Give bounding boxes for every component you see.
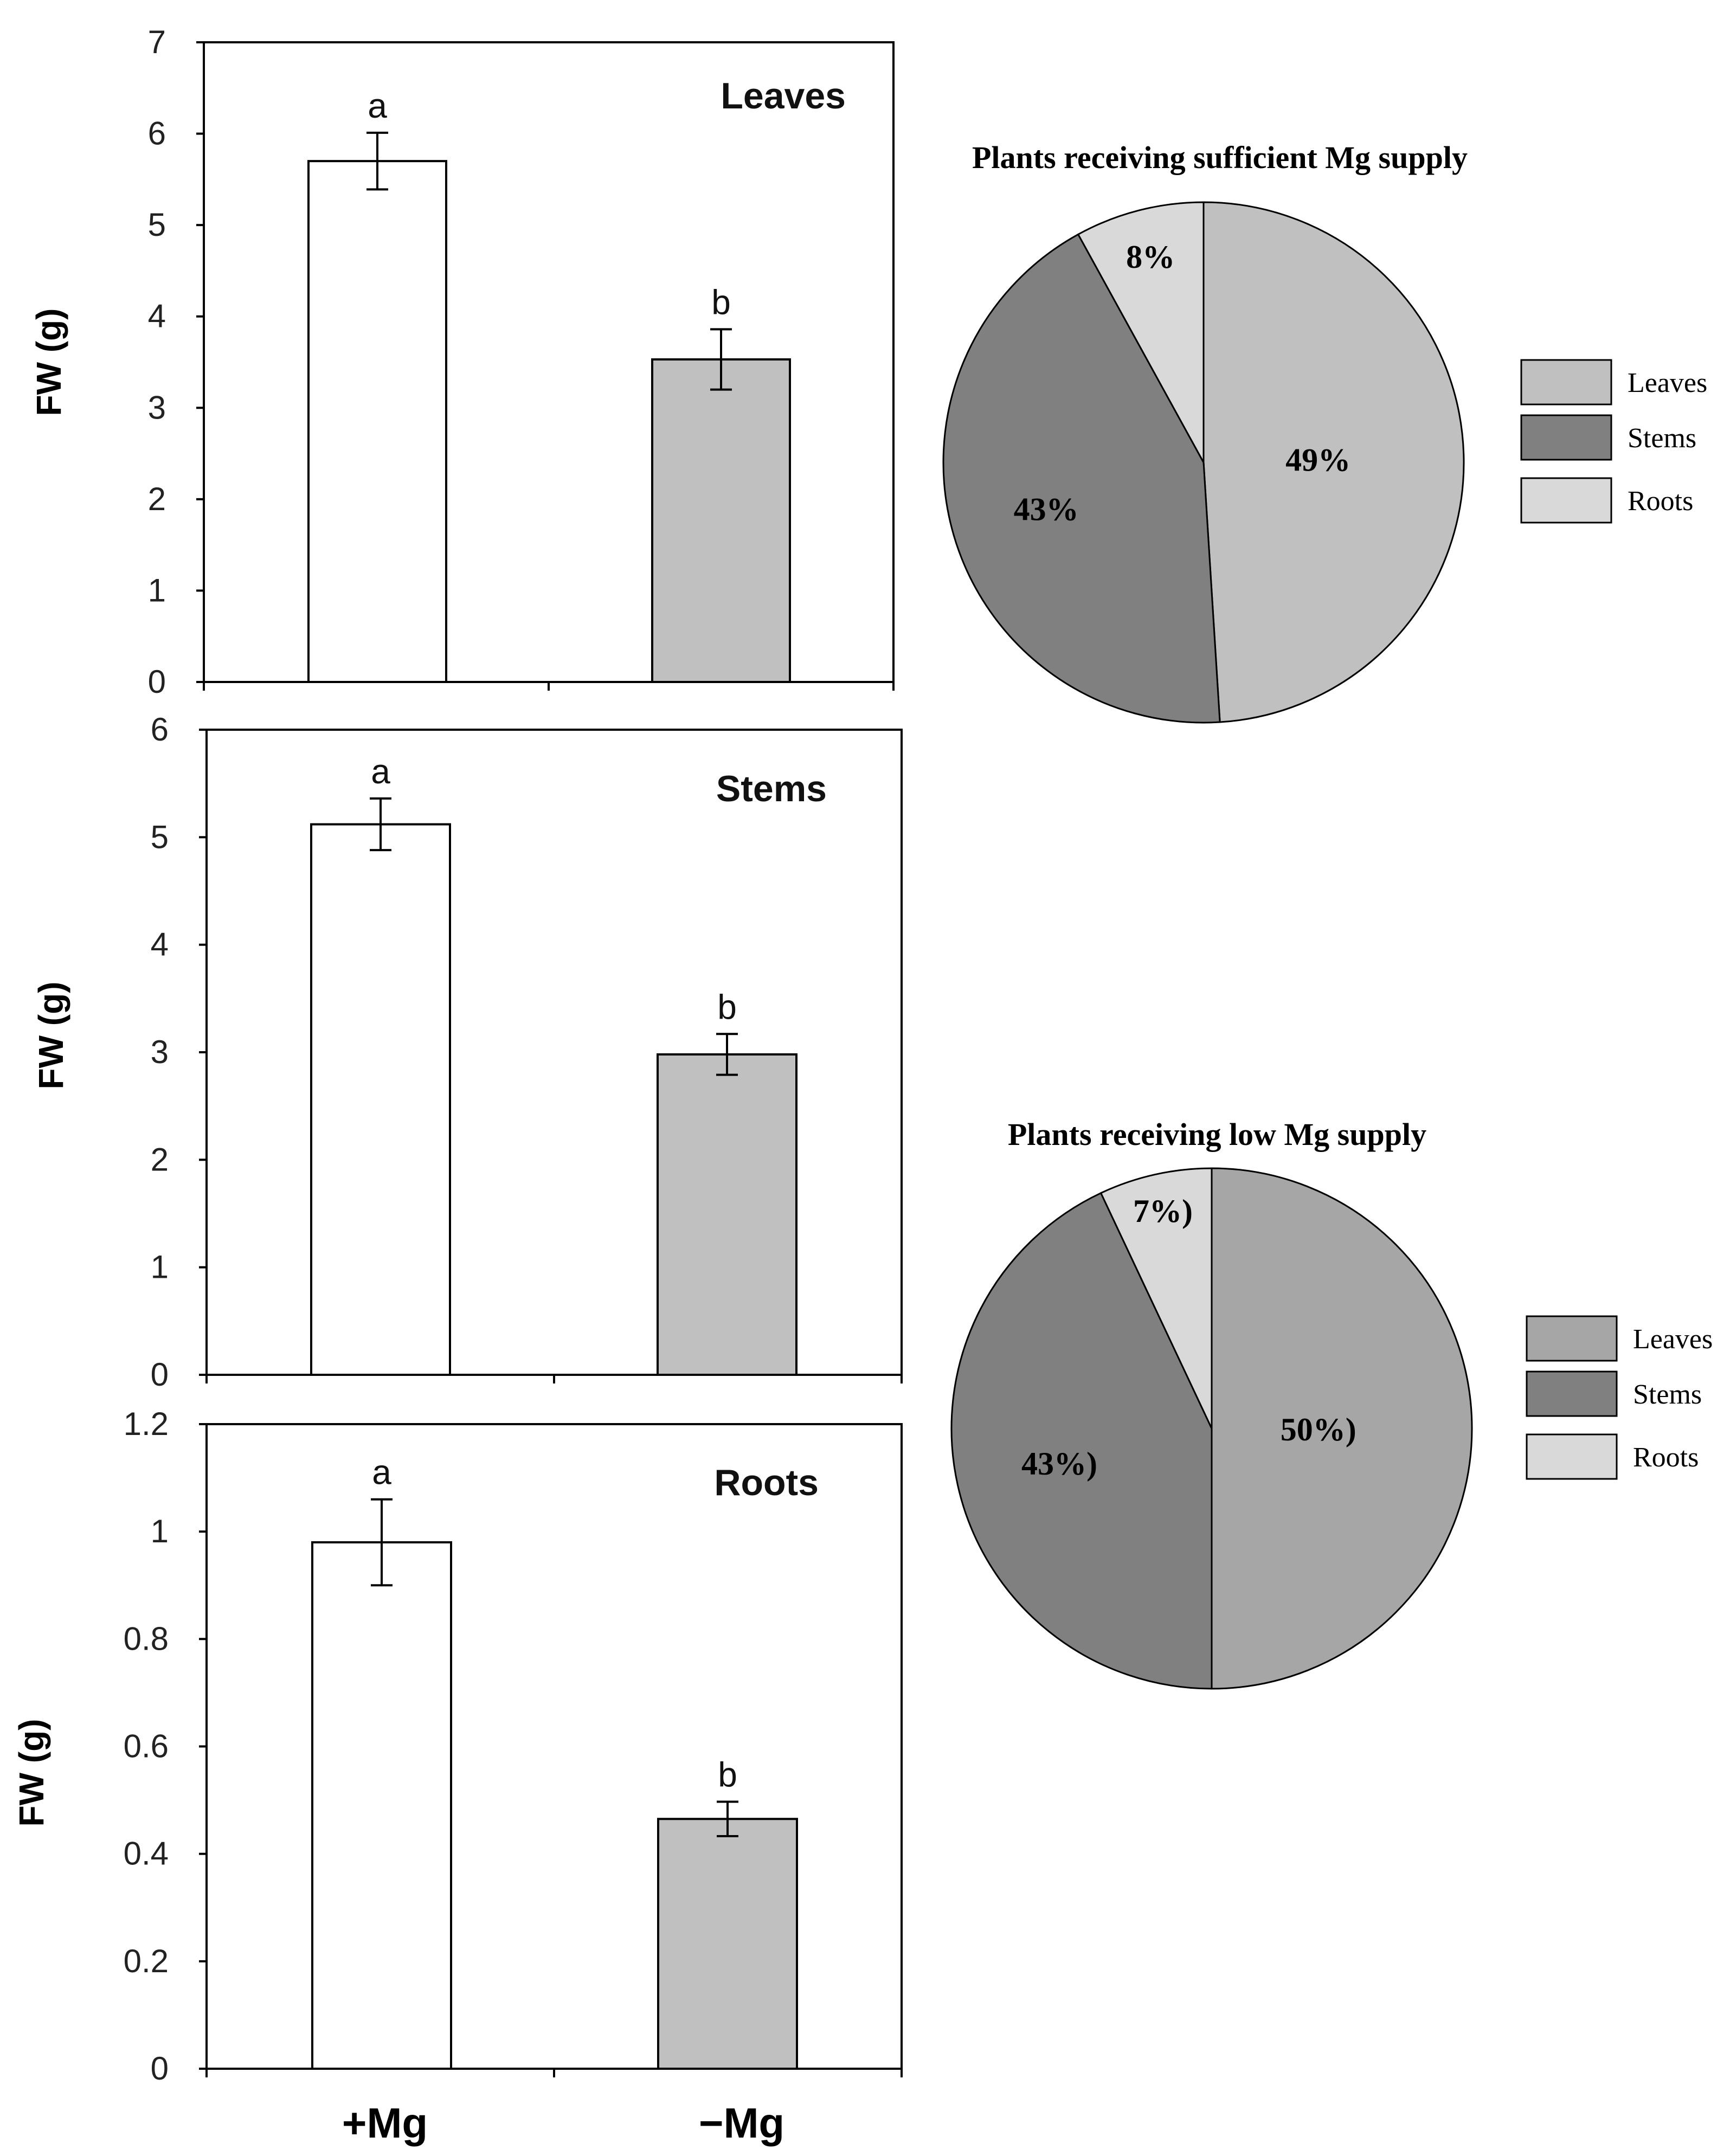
bar bbox=[651, 358, 791, 683]
panel-title: Roots bbox=[714, 1462, 819, 1503]
y-tick-label: 4 bbox=[151, 926, 169, 963]
pie-slice bbox=[1077, 201, 1205, 463]
y-tick-label: 0.6 bbox=[124, 1728, 169, 1765]
bar bbox=[307, 160, 447, 683]
bars: ab bbox=[310, 752, 798, 1376]
y-tick-label: 3 bbox=[151, 1034, 169, 1070]
panel-title: Stems bbox=[716, 768, 827, 809]
pie-legend: Leaves Stems Roots bbox=[1526, 1315, 1713, 1480]
legend-swatch bbox=[1520, 414, 1612, 461]
pie-legend: Leaves Stems Roots bbox=[1520, 359, 1707, 524]
pie-slice bbox=[1099, 1167, 1213, 1429]
y-tick-label: 0.2 bbox=[124, 1943, 169, 1979]
significance-letter: a bbox=[368, 86, 387, 125]
pie-chart-sufficient-mg: Plants receiving sufficient Mg supply 49… bbox=[942, 140, 1707, 724]
y-ticks: 0 1 2 3 4 5 6 bbox=[151, 711, 903, 1393]
y-tick-label: 5 bbox=[151, 819, 169, 855]
pie-chart-low-mg: Plants receiving low Mg supply 50%) 43%) 7… bbox=[950, 1117, 1713, 1690]
y-tick-label: 2 bbox=[148, 481, 166, 517]
pie-slice bbox=[1211, 1167, 1473, 1690]
bars: ab bbox=[311, 1453, 798, 2070]
bar bbox=[310, 823, 451, 1376]
slice-label: 50%) bbox=[1281, 1412, 1356, 1447]
significance-letter: b bbox=[717, 987, 737, 1026]
legend-swatch bbox=[1520, 359, 1612, 406]
y-tick-label: 5 bbox=[148, 207, 166, 243]
y-ticks: 0 1 2 3 4 5 6 7 bbox=[148, 24, 895, 700]
pie-slices: 49% 43% 8% bbox=[942, 201, 1465, 724]
legend-swatch bbox=[1526, 1370, 1618, 1417]
y-ticks: 0 0.2 0.4 0.6 0.8 1 1.2 bbox=[124, 1406, 903, 2087]
y-tick-label: 1 bbox=[148, 572, 166, 608]
slice-label: 8% bbox=[1126, 239, 1175, 275]
significance-letter: a bbox=[371, 752, 390, 791]
y-tick-label: 1 bbox=[151, 1249, 169, 1285]
legend-label: Leaves bbox=[1633, 1324, 1713, 1355]
significance-letter: b bbox=[718, 1755, 737, 1794]
y-tick-label: 1 bbox=[151, 1513, 169, 1549]
y-tick-label: 7 bbox=[148, 24, 166, 60]
bar bbox=[311, 1541, 452, 2070]
bars: ab bbox=[307, 86, 791, 683]
bar bbox=[657, 1053, 798, 1376]
y-tick-label: 3 bbox=[148, 389, 166, 426]
y-tick-label: 0 bbox=[151, 2050, 169, 2087]
slice-label: 49% bbox=[1285, 442, 1350, 478]
pie-slices: 50%) 43%) 7%) bbox=[950, 1167, 1473, 1690]
legend-swatch bbox=[1520, 477, 1612, 524]
slice-label: 43%) bbox=[1021, 1446, 1097, 1482]
legend-swatch bbox=[1526, 1315, 1618, 1362]
significance-letter: b bbox=[711, 282, 731, 321]
y-axis-label: FW (g) bbox=[31, 982, 70, 1090]
y-tick-label: 6 bbox=[148, 115, 166, 152]
legend-label: Leaves bbox=[1628, 368, 1707, 398]
y-tick-label: 0.4 bbox=[124, 1836, 169, 1872]
y-tick-label: 0.8 bbox=[124, 1620, 169, 1657]
y-tick-label: 0 bbox=[148, 664, 166, 700]
x-tick-label-plus-mg: +Mg bbox=[342, 2099, 428, 2147]
y-tick-label: 6 bbox=[151, 711, 169, 748]
y-tick-label: 1.2 bbox=[124, 1406, 169, 1442]
pie-slice bbox=[942, 233, 1221, 724]
slice-label: 43% bbox=[1014, 491, 1079, 527]
x-tick-label-minus-mg: −Mg bbox=[699, 2099, 784, 2147]
legend-swatch bbox=[1526, 1433, 1618, 1480]
y-tick-label: 2 bbox=[151, 1141, 169, 1177]
y-tick-label: 0 bbox=[151, 1356, 169, 1393]
y-tick-label: 4 bbox=[148, 298, 166, 334]
significance-letter: a bbox=[372, 1453, 391, 1492]
y-axis-label: FW (g) bbox=[12, 1719, 51, 1827]
y-axis-label: FW (g) bbox=[29, 308, 68, 416]
roots-bar-chart: 00.20.40.60.811.2 ab Roots FW (g) +Mg −M… bbox=[12, 1406, 903, 2147]
pie-slice bbox=[950, 1192, 1213, 1690]
slice-label: 7%) bbox=[1133, 1193, 1193, 1229]
pie-title: Plants receiving sufficient Mg supply bbox=[972, 140, 1468, 175]
bar bbox=[657, 1818, 798, 2070]
legend-label: Roots bbox=[1628, 486, 1693, 517]
legend-label: Stems bbox=[1628, 423, 1696, 454]
pie-title: Plants receiving low Mg supply bbox=[1008, 1117, 1426, 1152]
pie-slice bbox=[1202, 201, 1465, 723]
panel-title: Leaves bbox=[721, 75, 846, 117]
legend-label: Roots bbox=[1633, 1442, 1699, 1473]
legend-label: Stems bbox=[1633, 1379, 1702, 1410]
